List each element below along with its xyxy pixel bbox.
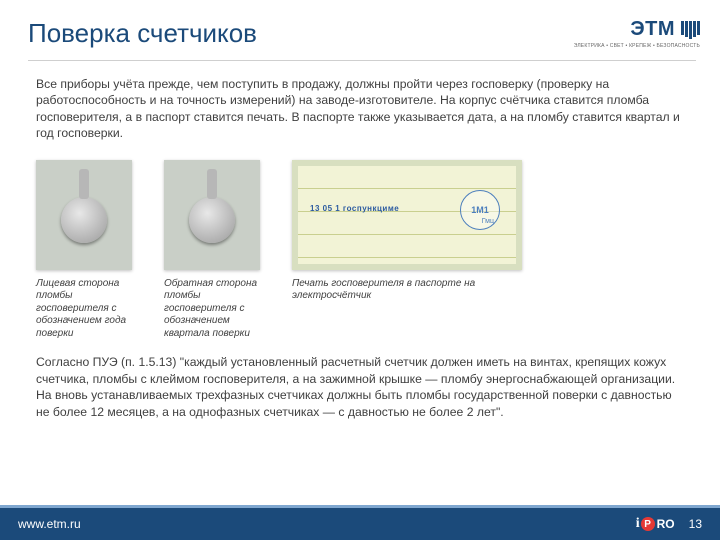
figure-1: Лицевая сторона пломбы госповерителя с о… bbox=[36, 160, 146, 341]
figure-2-caption: Обратная сторона пломбы госповерителя с … bbox=[164, 278, 274, 341]
logo-bars-icon bbox=[681, 21, 700, 39]
logo-subtitle: ЭЛЕКТРИКА • СВЕТ • КРЕПЕЖ • БЕЗОПАСНОСТЬ bbox=[574, 43, 700, 49]
figure-3-caption: Печать госповерителя в паспорте на элект… bbox=[292, 278, 532, 303]
slide: Поверка счетчиков ЭТМ ЭЛЕКТРИКА • СВЕТ •… bbox=[0, 0, 720, 540]
figure-row: Лицевая сторона пломбы госповерителя с о… bbox=[36, 160, 684, 341]
seal-back-image bbox=[164, 160, 260, 270]
figure-2: Обратная сторона пломбы госповерителя с … bbox=[164, 160, 274, 341]
stamp-icon: 1М1 bbox=[460, 190, 500, 230]
seal-icon bbox=[61, 197, 107, 243]
page-number: 13 bbox=[689, 517, 702, 531]
header: Поверка счетчиков ЭТМ ЭЛЕКТРИКА • СВЕТ •… bbox=[28, 18, 700, 58]
passport-stamp-image: 13 05 1 госпункциме 1М1 Гмц bbox=[292, 160, 522, 270]
content: Все приборы учёта прежде, чем поступить … bbox=[36, 76, 684, 420]
logo-text: ЭТМ bbox=[630, 18, 675, 41]
stamp-sub: Гмц bbox=[482, 218, 494, 225]
figure-1-caption: Лицевая сторона пломбы госповерителя с о… bbox=[36, 278, 146, 341]
brand-logo: ЭТМ ЭЛЕКТРИКА • СВЕТ • КРЕПЕЖ • БЕЗОПАСН… bbox=[574, 18, 700, 49]
footer: www.etm.ru iPRO 13 bbox=[0, 508, 720, 540]
seal-front-image bbox=[36, 160, 132, 270]
regulation-paragraph: Согласно ПУЭ (п. 1.5.13) "каждый установ… bbox=[36, 354, 684, 420]
ipro-logo: iPRO bbox=[636, 516, 675, 532]
seal-icon bbox=[189, 197, 235, 243]
divider bbox=[28, 60, 696, 61]
figure-3: 13 05 1 госпункциме 1М1 Гмц Печать госпо… bbox=[292, 160, 532, 303]
page-title: Поверка счетчиков bbox=[28, 18, 257, 49]
intro-paragraph: Все приборы учёта прежде, чем поступить … bbox=[36, 76, 684, 142]
passport-line-text: 13 05 1 госпункциме bbox=[310, 204, 399, 213]
footer-site: www.etm.ru bbox=[18, 517, 81, 531]
